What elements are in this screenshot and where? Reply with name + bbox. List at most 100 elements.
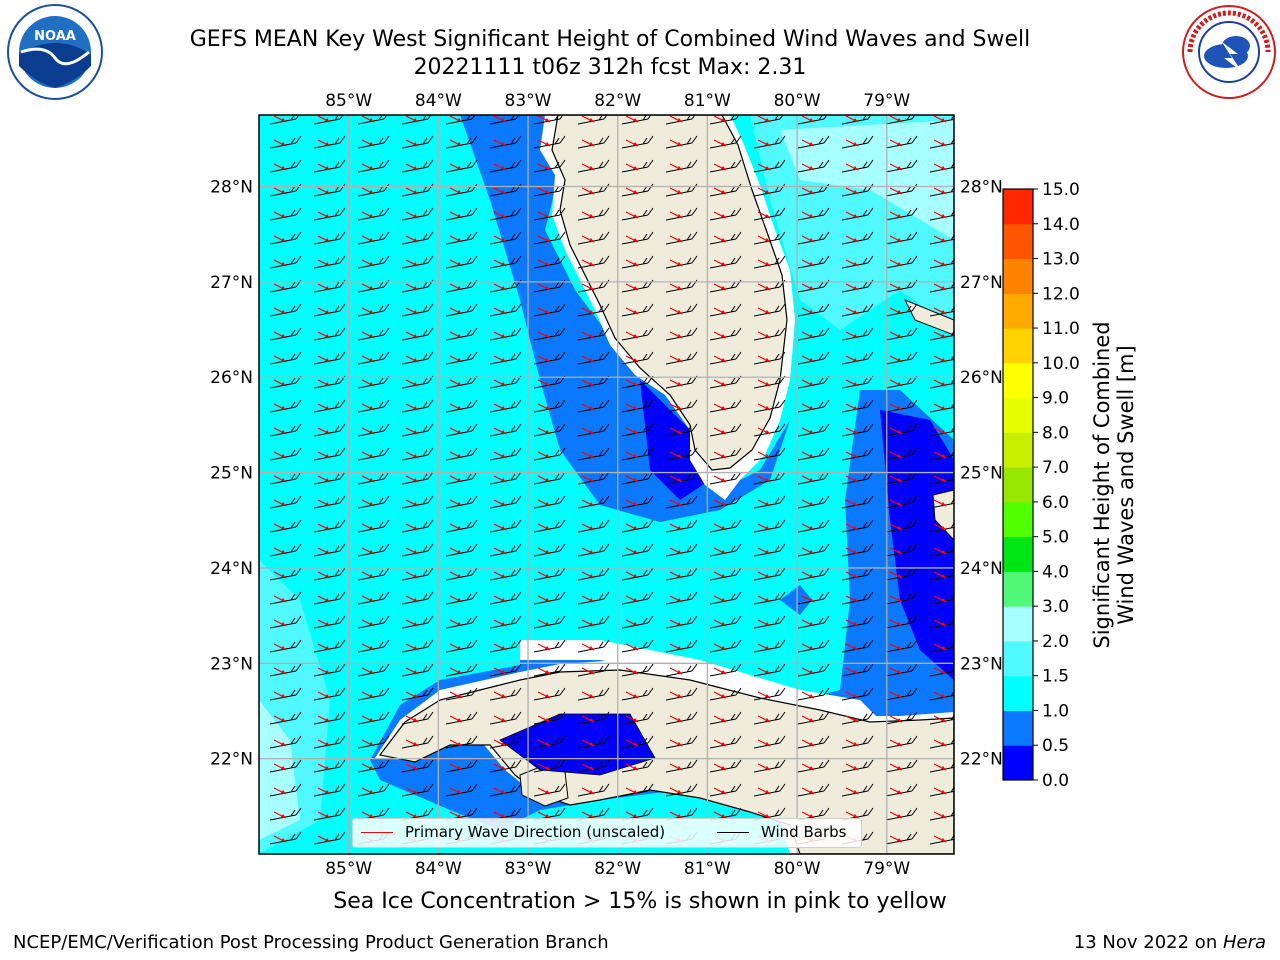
wind-barb: [753, 711, 786, 725]
wind-barb: [929, 714, 954, 725]
wind-barb: [797, 327, 830, 341]
wave-direction-arrow: [405, 163, 419, 171]
wave-direction-arrow: [713, 547, 727, 555]
wave-direction-arrow: [669, 475, 683, 483]
wind-barb: [841, 711, 874, 725]
wave-direction-arrow: [713, 499, 727, 507]
wind-barb: [885, 687, 918, 701]
wind-barb: [401, 735, 434, 749]
wind-barb: [753, 159, 786, 173]
wave-direction-arrow: [713, 667, 727, 675]
lat-tick-right: 26°N: [960, 368, 1003, 388]
wave-direction-arrow: [625, 667, 639, 675]
wave-direction-arrow: [317, 211, 331, 219]
wave-direction-arrow: [273, 499, 287, 507]
wave-direction-arrow: [933, 811, 947, 819]
colorbar-tick-label: 5.0: [1042, 528, 1069, 548]
wind-barb: [445, 231, 478, 245]
wave-direction-arrow: [493, 259, 507, 267]
wind-barb: [401, 447, 434, 461]
wave-direction-arrow: [493, 187, 507, 195]
wind-barb: [885, 615, 918, 629]
wind-barb: [489, 495, 522, 509]
wave-direction-arrow: [669, 547, 683, 555]
wave-direction-arrow: [581, 379, 595, 387]
wind-barb: [401, 399, 434, 413]
wave-direction-arrow: [493, 571, 507, 579]
wave-direction-arrow: [317, 523, 331, 531]
wind-barb: [489, 399, 522, 413]
wave-direction-arrow: [757, 811, 771, 819]
wave-direction-arrow: [801, 811, 815, 819]
wave-direction-arrow: [581, 643, 595, 651]
wave-direction-arrow: [625, 547, 639, 555]
wave-direction-arrow: [625, 379, 639, 387]
wind-barb: [401, 231, 434, 245]
wind-barb: [929, 642, 954, 653]
wave-direction-arrow: [801, 211, 815, 219]
wind-barb: [269, 711, 302, 725]
wave-direction-arrow: [845, 715, 859, 723]
wave-direction-arrow: [669, 739, 683, 747]
lat-tick-left: 28°N: [210, 178, 253, 198]
wave-direction-arrow: [713, 763, 727, 771]
wind-barb: [885, 759, 918, 773]
wind-barb: [577, 423, 610, 437]
wind-barb: [929, 234, 954, 245]
colorbar-tick-label: 1.0: [1042, 701, 1069, 721]
wave-direction-arrow: [933, 571, 947, 579]
wind-barb: [797, 711, 830, 725]
wave-direction-arrow: [273, 475, 287, 483]
wave-direction-arrow: [537, 355, 551, 363]
wind-barb: [929, 570, 954, 581]
colorbar-swatch: [1003, 501, 1033, 538]
wave-direction-arrow: [669, 331, 683, 339]
wind-barb: [577, 351, 610, 365]
wave-direction-arrow: [889, 499, 903, 507]
wave-direction-arrow: [361, 571, 375, 579]
wave-direction-arrow: [625, 331, 639, 339]
wind-barb: [621, 615, 654, 629]
wind-barb: [665, 327, 698, 341]
wave-direction-arrow: [933, 691, 947, 699]
wave-direction-arrow: [361, 403, 375, 411]
wind-barb: [753, 639, 786, 653]
wind-barb: [621, 447, 654, 461]
wind-barb: [577, 639, 610, 653]
wind-barb: [577, 543, 610, 557]
wave-direction-arrow: [625, 811, 639, 819]
wave-direction-arrow: [669, 763, 683, 771]
wind-barb: [797, 687, 830, 701]
wave-height-field-0-0.5-east: [880, 410, 954, 680]
wind-barb: [797, 207, 830, 221]
wind-barb: [357, 399, 390, 413]
lon-tick-bottom: 85°W: [325, 859, 372, 879]
wave-direction-arrow: [317, 259, 331, 267]
wind-barb: [401, 783, 434, 797]
wave-direction-arrow: [713, 187, 727, 195]
colorbar-swatch: [1003, 328, 1033, 364]
wave-direction-arrow: [405, 475, 419, 483]
wave-direction-arrow: [537, 787, 551, 795]
wave-direction-arrow: [625, 139, 639, 147]
wave-direction-arrow: [537, 451, 551, 459]
wind-barb: [269, 207, 302, 221]
lat-tick-left: 26°N: [210, 368, 253, 388]
wave-direction-arrow: [537, 619, 551, 627]
wind-barb: [621, 495, 654, 509]
wave-direction-arrow: [757, 787, 771, 795]
wave-direction-arrow: [625, 571, 639, 579]
wave-direction-arrow: [669, 355, 683, 363]
wave-direction-arrow: [845, 355, 859, 363]
wind-barb: [665, 687, 698, 701]
wave-direction-arrow: [361, 451, 375, 459]
wind-barb: [445, 567, 478, 581]
wave-direction-arrow: [625, 595, 639, 603]
wind-barb: [797, 759, 830, 773]
wind-barb: [885, 351, 918, 365]
wave-direction-arrow: [801, 571, 815, 579]
wave-direction-arrow: [933, 187, 947, 195]
wind-barb: [797, 423, 830, 437]
wave-direction-arrow: [449, 235, 463, 243]
wind-barb: [621, 423, 654, 437]
